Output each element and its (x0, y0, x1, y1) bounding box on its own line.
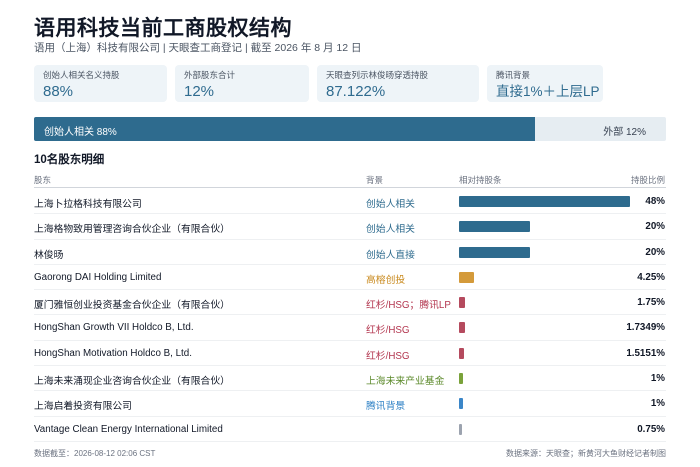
page-title: 语用科技当前工商股权结构 (34, 17, 292, 40)
table-row: Vantage Clean Energy International Limit… (34, 417, 666, 442)
holder-background: 创始人相关 (366, 199, 415, 210)
founder-vs-external-bar: 创始人相关 88% 外部 12% (34, 117, 666, 141)
holder-background: 红杉/HSG (366, 350, 410, 362)
holder-name: 林俊旸 (34, 249, 64, 261)
card-penetration-share: 天眼查列示林俊旸穿透持股 87.122% (317, 65, 479, 102)
card-label: 创始人相关名义持股 (43, 70, 120, 80)
table-row: 林俊旸 创始人直接 20% (34, 240, 666, 265)
share-bar (459, 398, 463, 410)
share-bar (459, 246, 531, 258)
holder-name: HongShan Growth VII Holdco B, Ltd. (34, 322, 194, 334)
card-value: 直接1%＋上层LP (496, 84, 600, 99)
table-row: 上海格物致用管理咨询合伙企业（有限合伙） 创始人相关 20% (34, 214, 666, 240)
table-row: 上海未来涌现企业咨询合伙企业（有限合伙） 上海未来产业基金 1% (34, 366, 666, 392)
table-row: HongShan Growth VII Holdco B, Ltd. 红杉/HSG… (34, 315, 666, 341)
card-label: 腾讯背景 (496, 70, 531, 80)
holder-name: 厦门雅恒创业投资基金合伙企业（有限合伙） (34, 300, 230, 312)
summary-cards: 创始人相关名义持股 88% 外部股东合计 12% 天眼查列示林俊旸穿透持股 87… (34, 65, 666, 102)
holder-background: 高榕创投 (366, 274, 406, 286)
holder-percentage: 4.25% (637, 271, 665, 283)
card-tencent-background: 腾讯背景 直接1%＋上层LP (487, 65, 603, 102)
share-bar (459, 271, 475, 283)
page-subtitle: 语用（上海）科技有限公司 | 天眼查工商登记 | 截至 2026 年 8 月 1… (34, 42, 362, 54)
card-value: 87.122% (326, 83, 386, 100)
holder-percentage: 0.75% (637, 423, 665, 435)
section-title: 10名股东明细 (34, 154, 105, 166)
card-label: 外部股东合计 (184, 70, 236, 80)
card-external-share: 外部股东合计 12% (175, 65, 309, 102)
holder-name: 上海卜拉格科技有限公司 (34, 199, 142, 210)
holder-percentage: 1% (650, 373, 665, 385)
share-bar (459, 423, 462, 435)
holder-background: 红杉/HSG (366, 325, 410, 337)
holder-background: 创始人直接 (366, 249, 415, 261)
holder-background: 红杉/HSG；腾讯LP (366, 300, 451, 312)
table-row: HongShan Motivation Holdco B, Ltd. 红杉/HSG… (34, 341, 666, 367)
table-header: 股东 背景 相对持股条 持股比例 (34, 170, 666, 188)
footer-date: 数据截至：2026-08-12 02:06 CST (34, 449, 156, 458)
holder-percentage: 20% (645, 221, 665, 233)
founder-share-fill (34, 117, 535, 141)
holder-name: HongShan Motivation Holdco B, Ltd. (34, 347, 192, 359)
share-bar (459, 221, 531, 233)
table-row: Gaorong DAI Holding Limited 高榕创投 4.25% (34, 265, 666, 291)
card-founder-share: 创始人相关名义持股 88% (34, 65, 167, 102)
card-label: 天眼查列示林俊旸穿透持股 (326, 70, 429, 80)
founder-share-label: 创始人相关 88% (44, 127, 117, 138)
table-row: 上海卜拉格科技有限公司 创始人相关 48% (34, 189, 666, 215)
holder-background: 上海未来产业基金 (366, 376, 445, 388)
holder-name: 上海未来涌现企业咨询合伙企业（有限合伙） (34, 376, 230, 388)
holder-percentage: 48% (645, 196, 665, 207)
header-background: 背景 (366, 175, 384, 185)
external-share-label: 外部 12% (603, 127, 646, 138)
table-row: 厦门雅恒创业投资基金合伙企业（有限合伙） 红杉/HSG；腾讯LP 1.75% (34, 290, 666, 316)
holder-background: 腾讯背景 (366, 401, 406, 413)
shareholder-table: 上海卜拉格科技有限公司 创始人相关 48% 上海格物致用管理咨询合伙企业（有限合伙）创… (34, 189, 666, 442)
holder-name: Vantage Clean Energy International Limit… (34, 423, 223, 435)
share-bar (459, 322, 466, 334)
header-bar: 相对持股条 (459, 175, 502, 185)
holder-percentage: 1.75% (637, 297, 665, 309)
header-pct: 持股比例 (630, 175, 665, 185)
share-bar (459, 196, 630, 207)
table-row: 上海启着投资有限公司 腾讯背景 1% (34, 391, 666, 417)
share-bar (459, 297, 466, 309)
holder-percentage: 20% (645, 246, 665, 258)
card-value: 88% (43, 83, 74, 100)
share-bar (459, 347, 465, 359)
holder-name: Gaorong DAI Holding Limited (34, 271, 162, 283)
holder-percentage: 1% (650, 398, 665, 410)
holder-name: 上海启着投资有限公司 (34, 401, 132, 413)
holder-percentage: 1.5151% (626, 347, 665, 359)
holder-name: 上海格物致用管理咨询合伙企业（有限合伙） (34, 224, 230, 236)
header-holder: 股东 (34, 175, 52, 185)
holder-percentage: 1.7349% (626, 322, 665, 334)
card-value: 12% (184, 83, 215, 100)
share-bar (459, 373, 463, 385)
footer-source: 数据来源：天眼查；新黄河大鱼财经记者制图 (506, 449, 666, 458)
holder-background: 创始人相关 (366, 224, 415, 236)
